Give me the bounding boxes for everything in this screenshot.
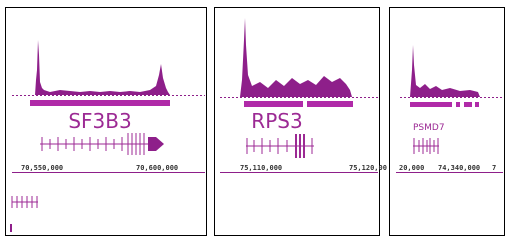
coordinate-label: 75,120,00 (349, 164, 387, 172)
exons (41, 133, 145, 155)
gene-label: PSMD7 (413, 123, 445, 133)
transcript-bar (244, 101, 303, 107)
gene-end (148, 137, 164, 151)
coordinate-label: 70,550,000 (21, 164, 63, 172)
coordinate-label: 75,110,000 (240, 164, 282, 172)
marker (10, 224, 12, 232)
panel-3: PSMD7 20,000 74,340,000 7 (396, 45, 503, 173)
coverage (400, 45, 480, 97)
coordinate-label: 70,600,000 (136, 164, 178, 172)
panel-frame (214, 7, 380, 236)
exons (246, 134, 313, 158)
exons (413, 138, 439, 154)
panel-frame (389, 7, 505, 236)
coverage (12, 40, 170, 95)
transcript-bar (307, 101, 353, 107)
panel-1: SF3B3 70,550,000 70,600,000 (10, 40, 205, 232)
gene-label: SF3B3 (68, 109, 131, 133)
coverage (220, 18, 352, 97)
exons (11, 196, 38, 208)
transcript-bar (30, 100, 170, 106)
coordinate-label: 74,340,000 (438, 164, 480, 172)
coordinate-label: 20,000 (399, 164, 424, 172)
gene-label: RPS3 (251, 109, 302, 133)
panel-frame (5, 7, 207, 236)
coordinate-label: 7 (492, 164, 496, 172)
transcript-bars (410, 102, 479, 107)
panel-2: RPS3 75,110,000 75,120,00 (220, 18, 387, 173)
